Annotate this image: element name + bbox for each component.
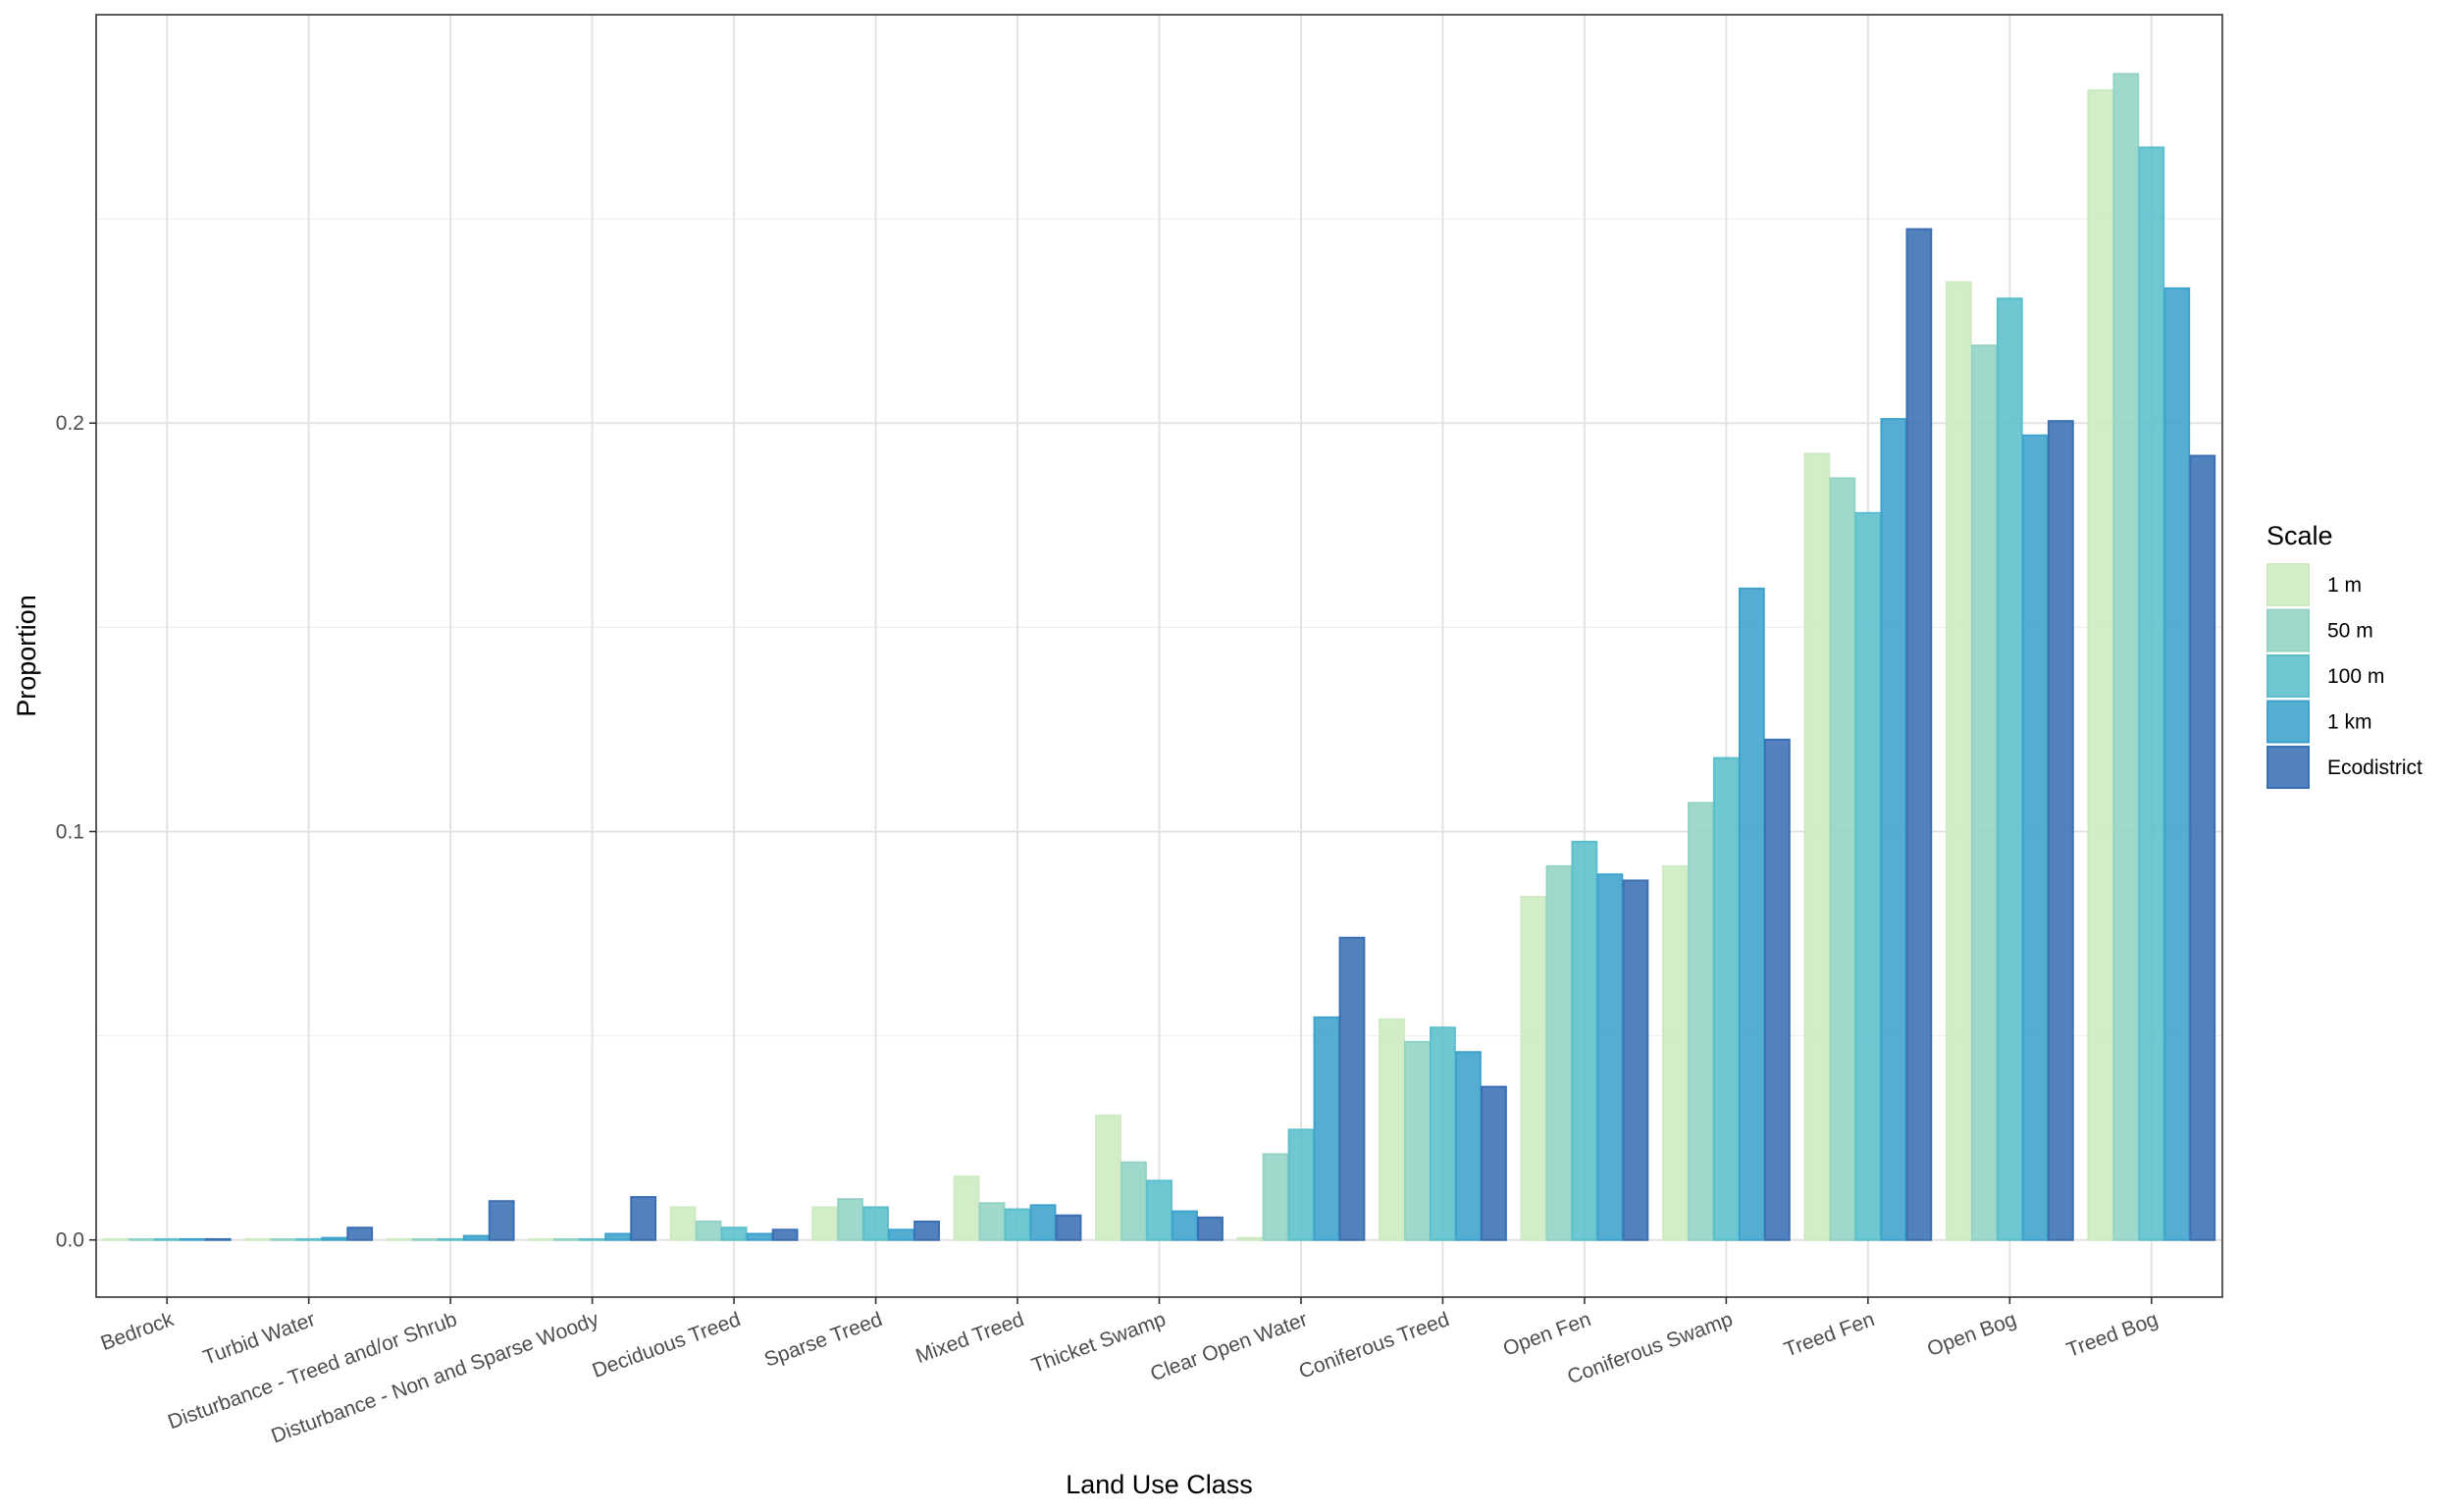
bar-100-m-1 bbox=[295, 1237, 323, 1241]
legend-label: 100 m bbox=[2327, 665, 2384, 688]
bar-100-m-4 bbox=[720, 1226, 748, 1241]
bar-50-m-1 bbox=[270, 1237, 297, 1241]
bar-50-m-12 bbox=[1829, 477, 1856, 1241]
bar-50-m-13 bbox=[1970, 344, 1998, 1241]
bar-1-km-0 bbox=[179, 1237, 206, 1241]
bar-100-m-12 bbox=[1854, 511, 1882, 1241]
bar-50-m-4 bbox=[695, 1220, 722, 1241]
bar-1-km-5 bbox=[888, 1228, 914, 1241]
bar-50-m-9 bbox=[1404, 1040, 1431, 1241]
bar-50-m-6 bbox=[978, 1202, 1006, 1241]
bar-1-km-4 bbox=[746, 1232, 773, 1241]
bar-50-m-10 bbox=[1545, 864, 1573, 1241]
bar-50-m-3 bbox=[553, 1237, 581, 1241]
bar-100-m-9 bbox=[1430, 1026, 1456, 1241]
bar-100-m-14 bbox=[2138, 146, 2165, 1241]
bar-ecodistrict-11 bbox=[1763, 738, 1791, 1241]
legend: Scale 1 m 50 m 100 m 1 km Ecodistrict bbox=[2267, 521, 2423, 789]
bar-1-km-1 bbox=[321, 1236, 348, 1241]
bar-50-m-0 bbox=[128, 1237, 155, 1241]
legend-label: 1 km bbox=[2327, 711, 2372, 734]
bar-ecodistrict-14 bbox=[2189, 454, 2216, 1241]
bar-100-m-8 bbox=[1287, 1128, 1315, 1241]
bar-50-m-11 bbox=[1687, 802, 1714, 1241]
bar-1-m-11 bbox=[1661, 864, 1689, 1241]
bar-50-m-7 bbox=[1120, 1161, 1147, 1241]
legend-label: 1 m bbox=[2327, 574, 2362, 597]
bar-100-m-7 bbox=[1146, 1179, 1172, 1241]
bar-50-m-8 bbox=[1262, 1153, 1289, 1241]
bar-ecodistrict-5 bbox=[913, 1220, 940, 1241]
bar-1-m-10 bbox=[1520, 896, 1547, 1241]
legend-key-100-m bbox=[2267, 654, 2310, 698]
bar-1-km-14 bbox=[2163, 287, 2191, 1241]
bar-ecodistrict-4 bbox=[771, 1228, 799, 1241]
bar-1-km-9 bbox=[1455, 1051, 1482, 1241]
bar-100-m-10 bbox=[1571, 840, 1598, 1241]
bar-1-m-3 bbox=[528, 1237, 555, 1241]
bar-1-m-1 bbox=[244, 1237, 272, 1241]
bar-1-m-0 bbox=[102, 1237, 130, 1241]
bar-50-m-2 bbox=[411, 1237, 439, 1241]
bar-ecodistrict-2 bbox=[488, 1200, 515, 1241]
bar-100-m-2 bbox=[437, 1237, 464, 1241]
bar-1-km-3 bbox=[604, 1232, 632, 1241]
bar-ecodistrict-12 bbox=[1905, 228, 1933, 1241]
bar-ecodistrict-9 bbox=[1481, 1085, 1507, 1241]
y-tick-label: 0.0 bbox=[56, 1229, 84, 1252]
bar-100-m-5 bbox=[862, 1206, 889, 1241]
legend-key-ecodistrict bbox=[2267, 746, 2310, 789]
y-tick-label: 0.1 bbox=[56, 820, 84, 843]
bar-1-m-2 bbox=[386, 1237, 413, 1241]
legend-label: 50 m bbox=[2327, 620, 2373, 643]
bar-1-m-5 bbox=[811, 1206, 838, 1241]
bar-1-m-13 bbox=[1945, 281, 1972, 1241]
bar-50-m-5 bbox=[837, 1198, 863, 1241]
bar-1-km-7 bbox=[1172, 1210, 1198, 1241]
bar-1-km-10 bbox=[1596, 873, 1624, 1241]
bar-1-m-8 bbox=[1236, 1236, 1264, 1241]
bar-50-m-14 bbox=[2112, 73, 2140, 1241]
y-axis-title: Proportion bbox=[12, 595, 41, 717]
bar-ecodistrict-8 bbox=[1338, 936, 1366, 1241]
bar-1-m-6 bbox=[953, 1175, 980, 1241]
bar-ecodistrict-10 bbox=[1622, 879, 1649, 1241]
bar-1-m-4 bbox=[669, 1206, 697, 1241]
legend-label: Ecodistrict bbox=[2327, 756, 2423, 779]
bar-ecodistrict-7 bbox=[1197, 1216, 1224, 1241]
bar-1-km-12 bbox=[1880, 418, 1907, 1241]
bar-100-m-6 bbox=[1004, 1208, 1031, 1241]
bar-ecodistrict-13 bbox=[2047, 420, 2074, 1241]
legend-title: Scale bbox=[2267, 521, 2333, 550]
bar-1-km-11 bbox=[1738, 587, 1765, 1241]
y-tick-label: 0.2 bbox=[56, 412, 84, 435]
bar-1-m-9 bbox=[1379, 1017, 1405, 1241]
x-axis-title: Land Use Class bbox=[1066, 1470, 1253, 1499]
bar-1-m-14 bbox=[2087, 89, 2114, 1241]
bar-ecodistrict-0 bbox=[204, 1237, 232, 1241]
bar-ecodistrict-3 bbox=[630, 1196, 657, 1241]
bar-100-m-0 bbox=[153, 1237, 181, 1241]
bar-1-m-12 bbox=[1803, 452, 1831, 1241]
bar-1-km-6 bbox=[1029, 1204, 1057, 1241]
bar-100-m-13 bbox=[1996, 297, 2023, 1241]
legend-key-1-km bbox=[2267, 700, 2310, 744]
grid-layer bbox=[96, 15, 2222, 1297]
bar-1-m-7 bbox=[1095, 1114, 1121, 1241]
legend-key-50-m bbox=[2267, 608, 2310, 652]
legend-key-1-m bbox=[2267, 563, 2310, 606]
bar-1-km-8 bbox=[1313, 1016, 1340, 1241]
bar-1-km-13 bbox=[2021, 434, 2049, 1241]
bar-ecodistrict-6 bbox=[1055, 1214, 1082, 1241]
bar-ecodistrict-1 bbox=[346, 1226, 374, 1241]
bar-100-m-3 bbox=[579, 1237, 606, 1241]
bar-100-m-11 bbox=[1712, 756, 1740, 1241]
bar-1-km-2 bbox=[462, 1234, 490, 1241]
bar-layer bbox=[102, 73, 2216, 1241]
